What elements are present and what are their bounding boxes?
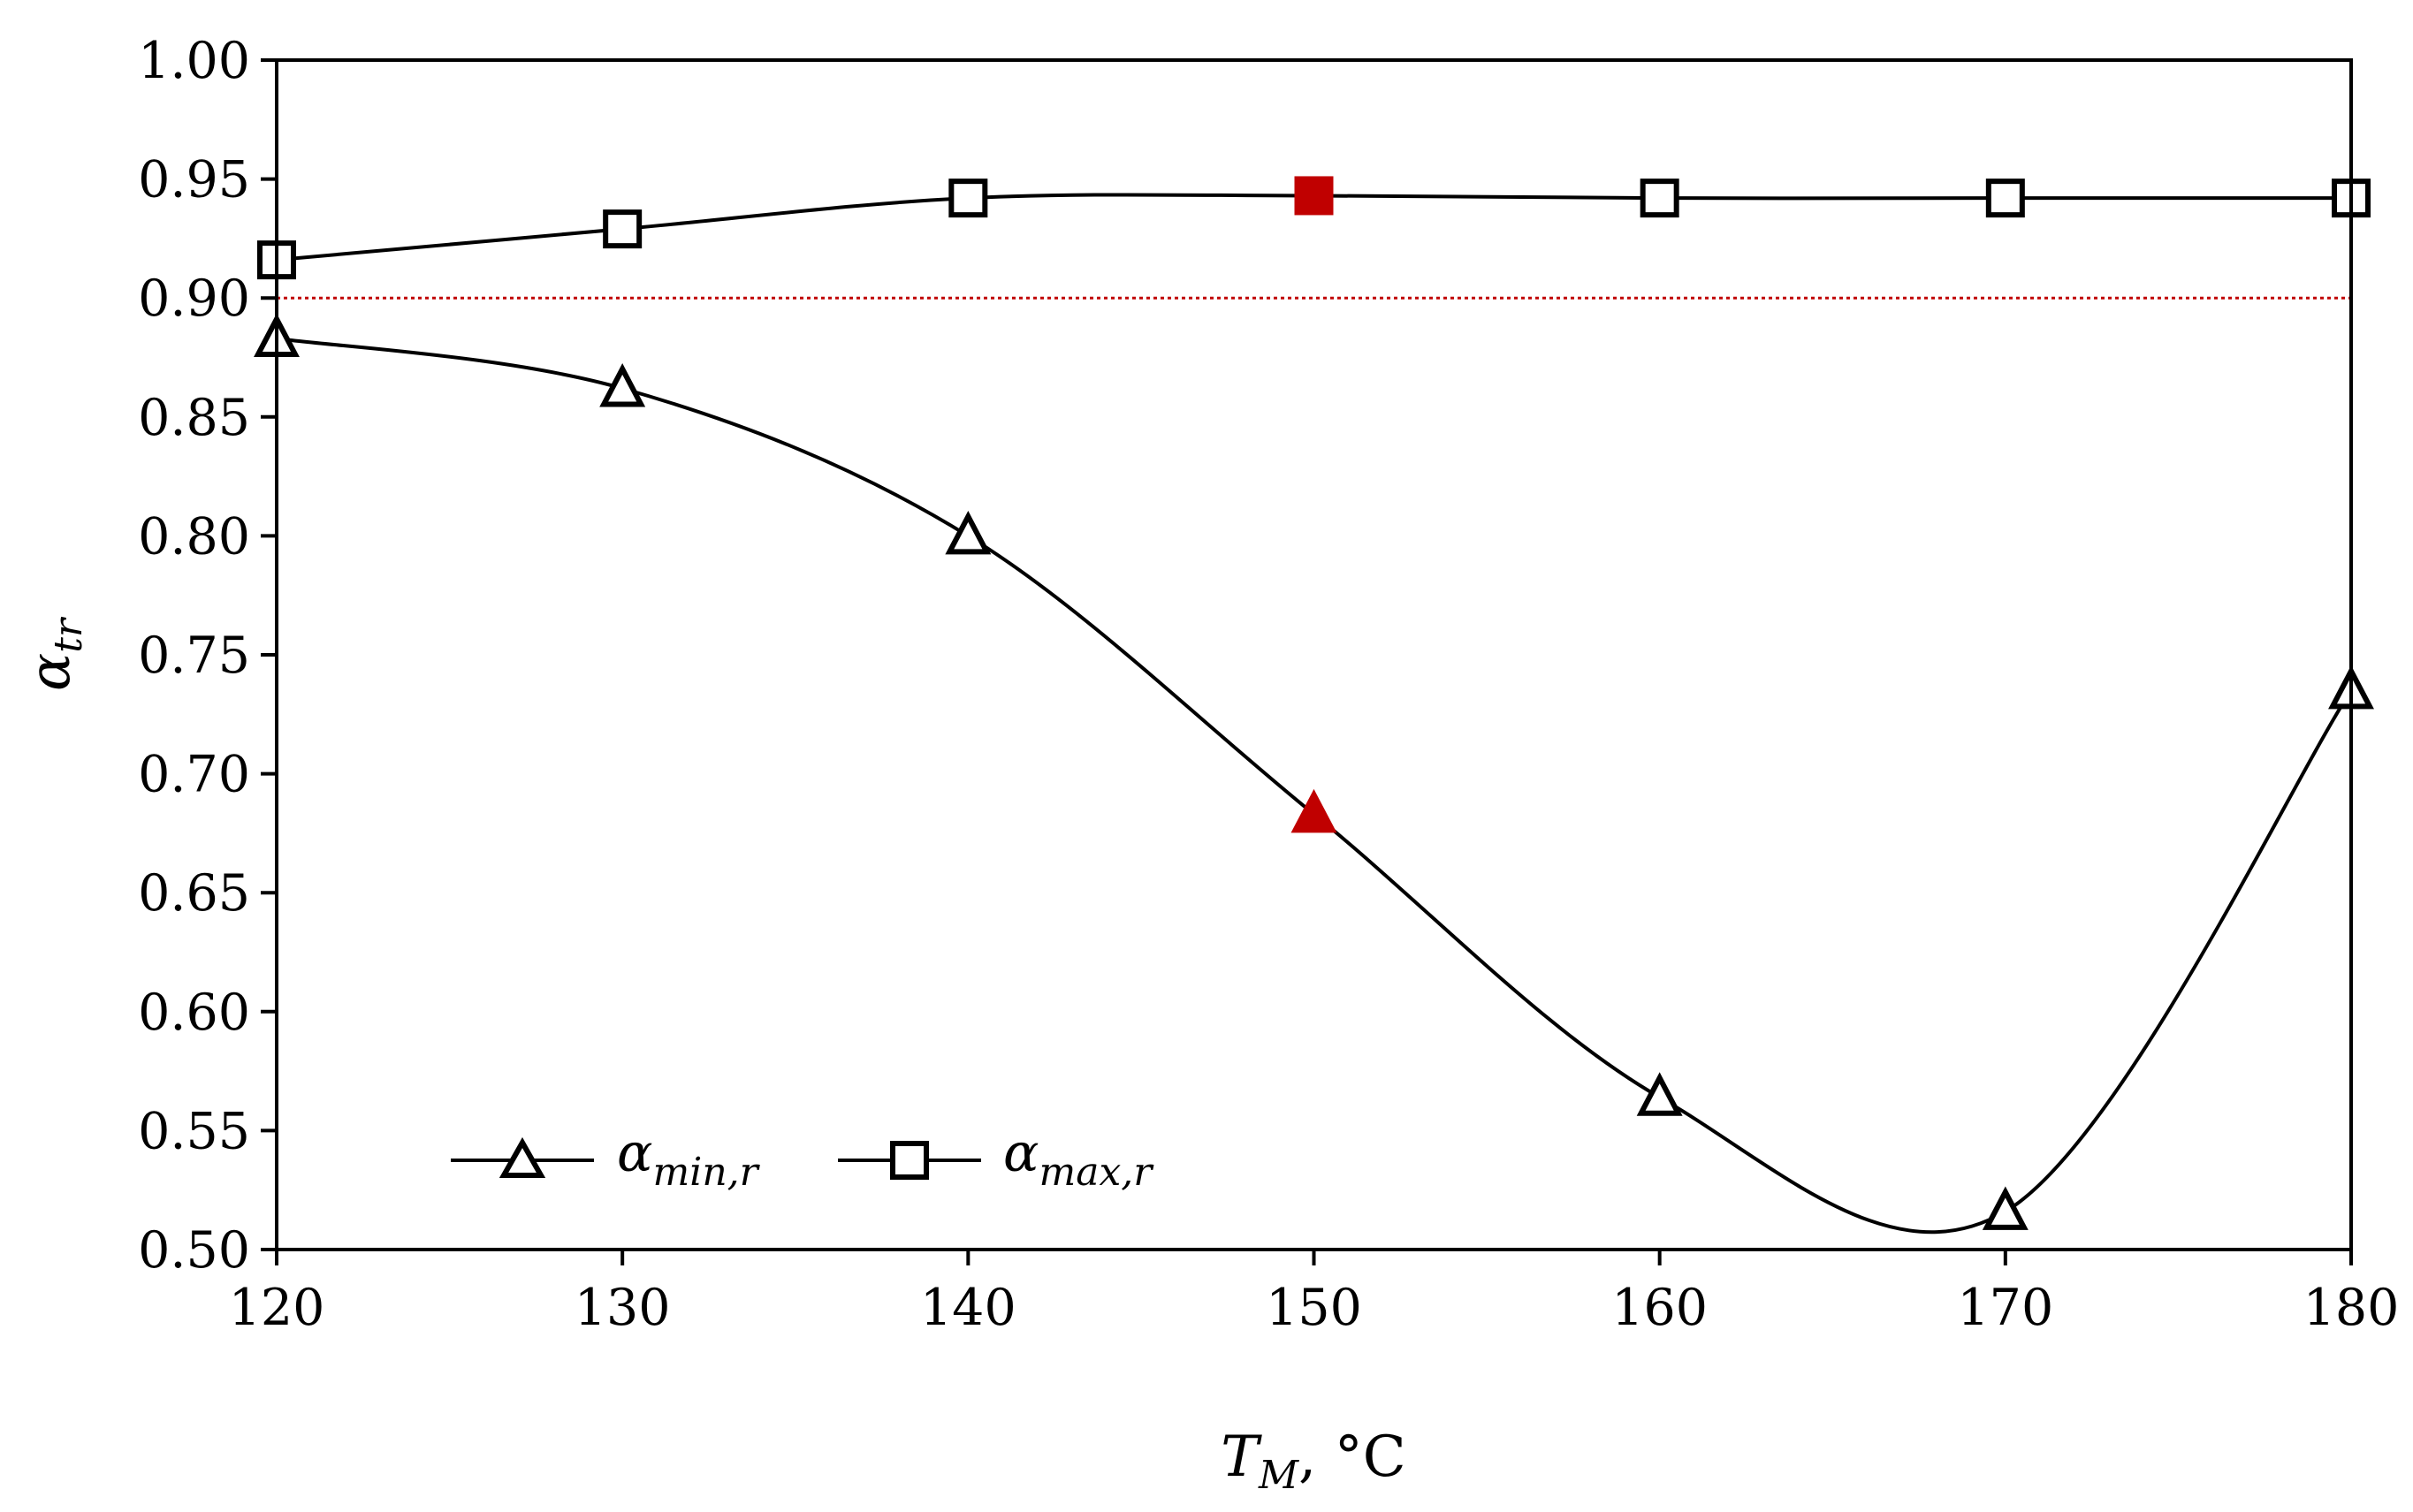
y-tick-label: 0.85 xyxy=(138,389,250,447)
data-point-triangle xyxy=(945,510,992,555)
y-tick-label: 0.95 xyxy=(138,151,250,209)
legend-label-max: αmax,r xyxy=(1003,1122,1154,1195)
y-tick-label: 0.50 xyxy=(138,1221,250,1280)
x-tick-label: 180 xyxy=(2303,1279,2400,1337)
legend-label-min-main: α xyxy=(617,1122,653,1184)
y-tick-label: 0.65 xyxy=(138,864,250,923)
series-square xyxy=(257,176,2371,280)
data-point-square xyxy=(1640,179,1679,218)
y-tick-label: 1.00 xyxy=(138,32,250,90)
y-axis-title-main: α xyxy=(18,653,83,691)
legend-marker-square xyxy=(890,1141,929,1180)
legend-label-min-sub: min,r xyxy=(653,1150,761,1195)
x-axis-title-unit: , °C xyxy=(1298,1425,1406,1490)
y-tick-label: 0.55 xyxy=(138,1102,250,1160)
data-point-triangle xyxy=(1982,1186,2029,1230)
x-axis-title-main: T xyxy=(1221,1425,1262,1490)
plot-area xyxy=(275,58,2353,1251)
x-tick-label: 150 xyxy=(1266,1279,1362,1337)
x-tick-label: 140 xyxy=(920,1279,1016,1337)
series-triangle xyxy=(254,313,2374,1235)
y-tick-label: 0.60 xyxy=(138,984,250,1042)
data-point-square xyxy=(603,209,643,249)
legend-label-max-sub: max,r xyxy=(1039,1150,1155,1195)
x-tick-label: 160 xyxy=(1611,1279,1708,1337)
data-point-triangle xyxy=(599,363,646,407)
y-tick-label: 0.80 xyxy=(138,507,250,566)
x-tick-label: 120 xyxy=(229,1279,325,1337)
y-tick-label: 0.70 xyxy=(138,746,250,804)
legend-label-min: αmin,r xyxy=(617,1122,761,1195)
x-axis-title: TM, °C xyxy=(1221,1425,1405,1498)
y-tick-label: 0.75 xyxy=(138,627,250,685)
data-point-square xyxy=(1294,176,1334,216)
x-tick-label: 170 xyxy=(1957,1279,2053,1337)
y-axis-title: αtr xyxy=(18,616,91,691)
legend-label-max-main: α xyxy=(1003,1122,1039,1184)
x-axis-title-sub: M xyxy=(1258,1453,1299,1498)
data-point-square xyxy=(948,179,988,218)
y-axis-title-sub: tr xyxy=(46,616,91,653)
legend-marker-triangle xyxy=(499,1136,546,1178)
data-point-triangle xyxy=(1636,1072,1683,1116)
data-point-square xyxy=(1985,179,2025,218)
data-point-triangle xyxy=(1290,788,1337,833)
legend: αmin,r αmax,r xyxy=(451,1122,1154,1195)
y-tick-label: 0.90 xyxy=(138,270,250,328)
x-tick-label: 130 xyxy=(575,1279,671,1337)
series-line xyxy=(276,336,2353,1235)
